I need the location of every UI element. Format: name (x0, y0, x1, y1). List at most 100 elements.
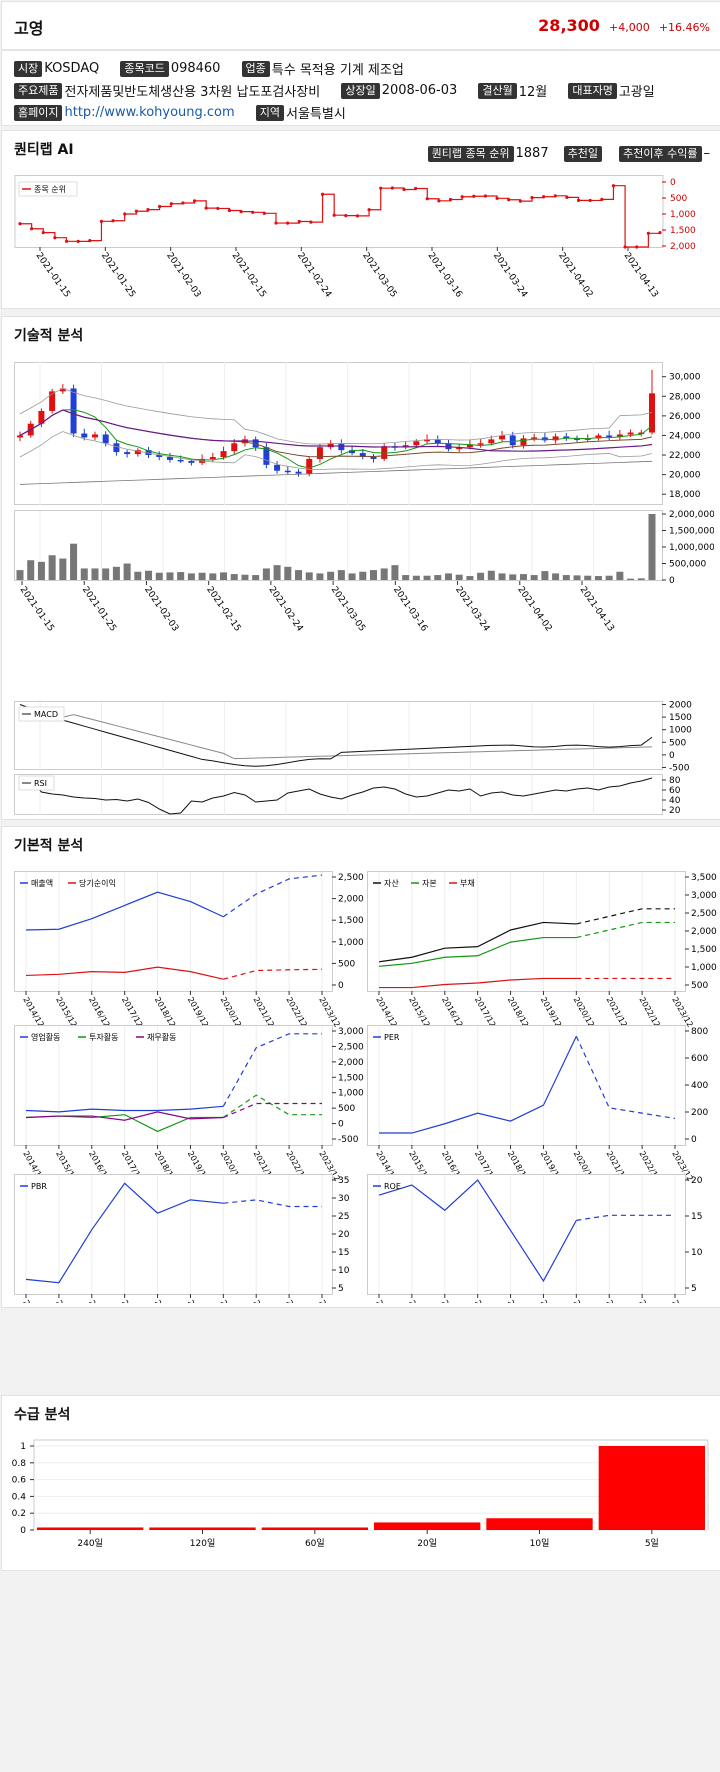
x-tick-label: 240일 (77, 1538, 102, 1549)
x-tick-label: 2022/12 (637, 1299, 661, 1304)
candle-body (177, 459, 184, 462)
y-tick-label: 500 (338, 1104, 355, 1114)
rank-point (542, 195, 546, 199)
y-tick-label: 0 (20, 1526, 26, 1536)
candle-body (466, 444, 473, 448)
volume-bar (637, 578, 645, 580)
rank-point (274, 221, 278, 225)
volume-bar (605, 575, 613, 580)
current-price: 28,300 (538, 16, 600, 35)
volume-bar (444, 573, 452, 580)
rank-point (658, 231, 662, 235)
candle-body (81, 433, 88, 438)
rank-chart: 종목 순위 0 500 1,000 1,500 2,000 2021-01-15 2021… (14, 175, 696, 300)
market-value: KOSDAQ (44, 61, 100, 76)
rank-point (448, 197, 453, 202)
series-line-forecast (223, 1199, 322, 1208)
rank-y-tick-label: 500 (670, 194, 687, 204)
x-tick-label: 10일 (530, 1538, 550, 1549)
x-tick-label: 2015/12 (407, 996, 431, 1029)
candle-body (349, 450, 356, 454)
volume-bar (616, 571, 624, 580)
rank-x-tick-label: 2021-03-24 (491, 251, 529, 300)
candle-body (188, 460, 195, 463)
volume-bar (477, 572, 485, 580)
code-value: 098460 (170, 61, 221, 76)
fundamental-chart-3: 3,000 2,500 2,000 1,500 1,000 500 0 -500 영업활동 투자활… (14, 1025, 364, 1183)
x-tick-label: 2018/12 (153, 1299, 177, 1304)
volume-bar (284, 566, 292, 580)
volume-bar (541, 571, 549, 580)
rank-series-line (20, 185, 661, 248)
rank-value: 1887 (515, 146, 549, 161)
x-tick-label: 2016/12 (440, 996, 464, 1029)
y-tick-label: 2,500 (338, 873, 364, 883)
macd-tick-label: 2000 (669, 701, 692, 711)
candle-body (316, 447, 323, 459)
rank-point (216, 206, 220, 211)
candle-body (17, 435, 23, 438)
rank-point (507, 198, 511, 202)
candle-body (456, 447, 463, 450)
macd-signal-line (20, 714, 653, 760)
candle-body (488, 439, 495, 444)
volume-bar (166, 572, 174, 580)
x-tick-label: 20일 (417, 1538, 437, 1549)
candle-body (209, 456, 216, 459)
candle-body (638, 432, 645, 435)
candle-body (113, 443, 120, 453)
x-tick-label: 2023/12 (317, 1299, 341, 1304)
volume-bar (305, 572, 313, 580)
section-title: 퀀티랩 AI (14, 142, 74, 158)
rsi-legend: RSI (18, 775, 55, 791)
volume-chart-frame (14, 510, 663, 581)
volume-bar (27, 560, 35, 580)
rank-point (402, 187, 406, 192)
volume-bar (316, 573, 324, 580)
volume-tick-label: 1,000,000 (669, 543, 714, 553)
tech-x-tick-label: 2021-02-03 (142, 585, 180, 634)
legend-label: 당기순이익 (79, 878, 116, 888)
supply-bar (149, 1527, 256, 1530)
fundamental-chart-1: 2,500 2,000 1,500 1,000 500 0 매출액 당기순이익 2014/12 2… (14, 871, 364, 1029)
y-tick-label: 0.4 (12, 1492, 27, 1502)
homepage-link[interactable]: http://www.kohyoung.com (64, 105, 235, 120)
ceo-value: 고광일 (618, 85, 655, 100)
rank-point (320, 192, 325, 196)
candle-body (606, 435, 613, 437)
volume-bar (455, 574, 463, 580)
candle-body (627, 432, 634, 435)
legend-label: 매출액 (31, 878, 53, 888)
x-tick-label: 2014/12 (21, 996, 45, 1029)
info-row-3: 홈페이지 http://www.kohyoung.com 지역 서울특별시 (14, 102, 362, 122)
y-tick-label: 30 (338, 1194, 350, 1204)
candle-body (295, 471, 302, 474)
y-tick-label: 500 (691, 981, 708, 991)
candle-body (91, 434, 98, 438)
macd-label: MACD (34, 710, 58, 719)
x-tick-label: 2021/12 (251, 996, 275, 1029)
x-tick-label: 2017/12 (120, 1299, 144, 1304)
rank-point (88, 238, 92, 243)
rank-x-tick-label: 2021-02-15 (230, 251, 268, 300)
supply-bar (598, 1446, 705, 1530)
stock-header: 고영 28,300 +4,000 +16.46% (1, 1, 720, 50)
volume-bar (70, 543, 78, 580)
rank-x-tick-label: 2021-02-03 (164, 251, 202, 300)
volume-bar (369, 570, 377, 580)
ceo-tag: 대표자명 (568, 82, 617, 99)
rank-point (576, 198, 581, 202)
candle-body (134, 450, 141, 455)
candle-body (166, 456, 173, 460)
volume-bar (187, 573, 195, 580)
volume-bar (327, 571, 335, 580)
volume-bar (402, 575, 410, 580)
candle-body (434, 439, 441, 444)
x-tick-label: 2023/12 (317, 996, 341, 1029)
rank-point (297, 219, 301, 224)
y-tick-label: 10 (691, 1248, 703, 1258)
rank-point (635, 245, 639, 249)
y-tick-label: 35 (338, 1176, 349, 1186)
y-tick-label: 1,000 (338, 938, 364, 948)
rank-x-tick-label: 2021-03-05 (360, 251, 398, 300)
